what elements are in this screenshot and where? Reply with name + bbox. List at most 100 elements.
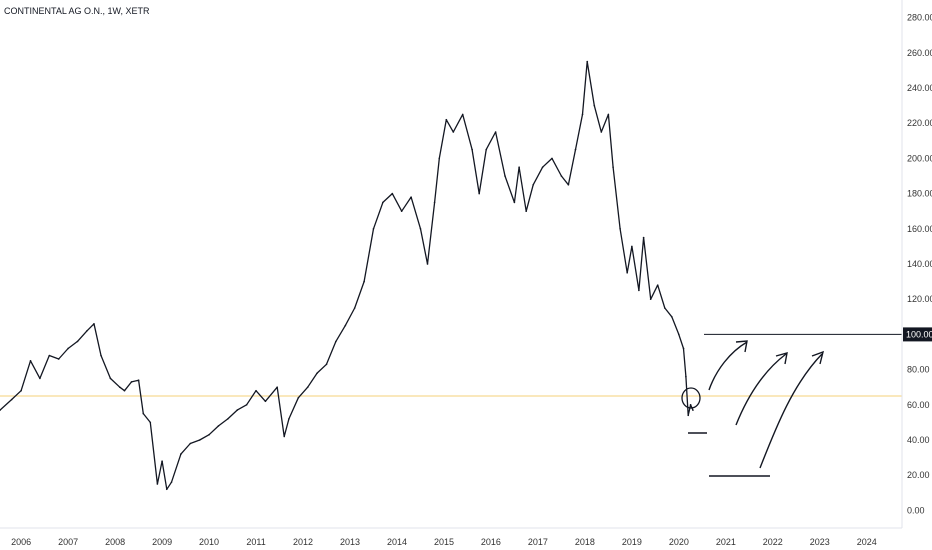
- y-tick-label: 220.00: [907, 118, 932, 128]
- price-point: [612, 166, 614, 168]
- price-point: [39, 377, 41, 380]
- price-point: [217, 425, 220, 427]
- price-point: [525, 210, 527, 212]
- horizontal-line-group[interactable]: 100.00: [704, 327, 932, 342]
- time-axis[interactable]: 2006 2007 2008 2009 2010 2011 2012 2013 2014 2015…: [11, 537, 877, 547]
- price-point: [685, 375, 687, 378]
- price-axis[interactable]: 280.00 260.00 240.00 220.00 200.00 180.00 160.…: [907, 13, 932, 516]
- y-tick-label: 240.00: [907, 83, 932, 93]
- y-tick-label: 180.00: [907, 189, 932, 199]
- chart-title: CONTINENTAL AG O.N., 1W, XETR: [4, 6, 150, 16]
- price-point: [433, 201, 436, 204]
- price-point: [130, 381, 133, 383]
- price-point: [494, 131, 497, 133]
- x-tick-label: 2008: [105, 537, 125, 547]
- price-point: [410, 196, 412, 198]
- price-point: [189, 442, 192, 445]
- price-point: [93, 323, 95, 325]
- price-point: [419, 228, 422, 230]
- price-point: [513, 201, 516, 204]
- price-point: [532, 184, 535, 186]
- x-tick-label: 2012: [293, 537, 313, 547]
- price-point: [391, 192, 394, 195]
- price-point: [335, 340, 337, 343]
- price-point: [288, 418, 290, 420]
- price-point: [325, 363, 328, 366]
- price-point: [86, 330, 88, 332]
- price-point: [452, 131, 455, 133]
- price-point: [170, 481, 173, 484]
- price-point: [619, 228, 621, 230]
- price-point: [663, 307, 666, 309]
- price-point: [100, 354, 102, 357]
- price-point: [687, 414, 690, 417]
- price-point: [48, 354, 51, 357]
- price-point: [208, 433, 210, 436]
- price-point: [165, 488, 168, 491]
- price-point: [656, 284, 659, 286]
- price-point: [227, 418, 229, 420]
- price-point: [137, 379, 140, 381]
- price-point: [600, 131, 603, 133]
- price-point: [478, 192, 480, 195]
- x-tick-label: 2014: [387, 537, 407, 547]
- annotation-arrow-3: [759, 353, 823, 469]
- price-point: [297, 396, 300, 399]
- annotation-arrow-1-head: [735, 340, 748, 353]
- price-point: [471, 148, 473, 151]
- x-tick-label: 2021: [716, 537, 736, 547]
- price-point: [109, 377, 112, 380]
- price-point: [631, 245, 633, 248]
- price-point: [306, 386, 309, 389]
- price-point: [161, 460, 163, 462]
- y-tick-label: 60.00: [907, 400, 930, 410]
- drawing-annotations: [681, 340, 824, 477]
- annotation-arrow-2-head: [775, 352, 788, 365]
- price-point: [10, 398, 13, 401]
- price-point: [276, 386, 278, 389]
- y-tick-label: 0.00: [907, 505, 925, 515]
- x-tick-label: 2009: [152, 537, 172, 547]
- price-point: [264, 400, 267, 403]
- y-tick-label: 200.00: [907, 153, 932, 163]
- y-tick-label: 280.00: [907, 13, 932, 23]
- price-point: [149, 421, 152, 424]
- price-point: [118, 386, 121, 389]
- price-point: [198, 439, 201, 441]
- price-point: [400, 210, 403, 212]
- price-point: [382, 201, 384, 204]
- price-point: [626, 272, 628, 274]
- price-point: [692, 409, 694, 411]
- x-tick-label: 2017: [528, 537, 548, 547]
- price-point: [353, 307, 356, 309]
- x-tick-label: 2007: [58, 537, 78, 547]
- annotation-arrow-2: [735, 353, 787, 426]
- x-tick-label: 2022: [763, 537, 783, 547]
- x-tick-label: 2011: [246, 537, 265, 547]
- price-point: [678, 333, 680, 336]
- annotation-arrow-3-head: [811, 350, 824, 365]
- x-tick-label: 2016: [481, 537, 501, 547]
- price-series-group: [0, 60, 694, 491]
- x-tick-label: 2020: [669, 537, 689, 547]
- price-point: [541, 166, 544, 168]
- y-tick-label: 40.00: [907, 435, 930, 445]
- price-point: [20, 389, 22, 392]
- y-tick-label: 120.00: [907, 294, 932, 304]
- x-tick-label: 2015: [434, 537, 454, 547]
- price-point: [372, 228, 375, 230]
- y-tick-label: 140.00: [907, 259, 932, 269]
- x-tick-label: 2010: [199, 537, 219, 547]
- price-point: [142, 412, 145, 415]
- price-point: [29, 360, 32, 362]
- price-point: [255, 389, 257, 392]
- horizontal-line-label: 100.00: [906, 329, 932, 339]
- x-tick-label: 2018: [575, 537, 595, 547]
- price-point: [581, 113, 584, 116]
- price-line: [0, 60, 694, 490]
- price-point: [551, 157, 553, 160]
- y-tick-label: 260.00: [907, 48, 932, 58]
- price-point: [567, 184, 570, 186]
- y-tick-label: 160.00: [907, 224, 932, 234]
